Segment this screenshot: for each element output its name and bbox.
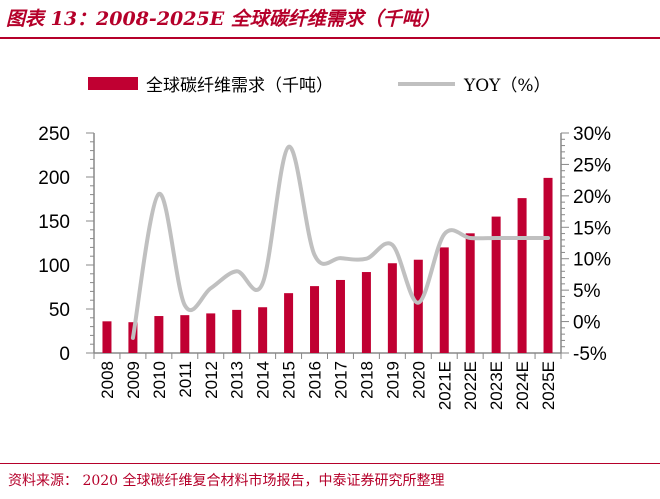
- bar: [387, 263, 397, 353]
- left-tick-label: 200: [38, 168, 70, 189]
- x-tick-label: 2014: [254, 361, 273, 399]
- source-divider: [0, 463, 660, 464]
- bar: [335, 279, 345, 353]
- right-tick-label: 0%: [573, 313, 601, 334]
- left-tick-label: 250: [38, 124, 70, 145]
- bar: [361, 272, 371, 353]
- bar: [232, 309, 242, 353]
- x-tick-label: 2008: [98, 361, 117, 399]
- x-tick-label: 2010: [150, 361, 169, 399]
- bar: [258, 307, 268, 353]
- title-divider: [0, 37, 660, 39]
- x-tick-label: 2016: [306, 361, 325, 399]
- bar: [491, 216, 501, 353]
- right-tick-label: 25%: [573, 155, 611, 176]
- x-tick-label: 2022E: [461, 361, 480, 410]
- right-tick-label: 15%: [573, 218, 611, 239]
- legend-bar-swatch: [88, 77, 138, 90]
- right-tick-label: -5%: [573, 344, 607, 365]
- x-tick-label: 2024E: [513, 361, 532, 410]
- source-note: 资料来源： 2020 全球碳纤维复合材料市场报告，中泰证券研究所整理: [8, 473, 445, 489]
- bar: [102, 321, 112, 353]
- x-tick-label: 2025E: [539, 361, 558, 410]
- x-tick-label: 2015: [280, 361, 299, 399]
- x-tick-label: 2020: [409, 361, 428, 399]
- left-tick-label: 50: [49, 300, 70, 321]
- left-tick-label: 0: [59, 344, 70, 365]
- bar: [310, 286, 320, 353]
- bar: [284, 293, 294, 353]
- x-tick-label: 2017: [331, 361, 350, 399]
- x-tick-label: 2023E: [487, 361, 506, 410]
- bar: [543, 177, 553, 353]
- bar: [206, 313, 216, 353]
- left-tick-label: 150: [38, 212, 70, 233]
- bar: [439, 247, 449, 353]
- right-tick-label: 10%: [573, 250, 611, 271]
- bar: [517, 198, 527, 353]
- figure-title: 图表 13：2008-2025E 全球碳纤维需求（千吨）: [6, 8, 440, 30]
- x-tick-label: 2018: [357, 361, 376, 399]
- right-tick-label: 5%: [573, 281, 601, 302]
- bar: [465, 233, 475, 353]
- right-tick-label: 20%: [573, 187, 611, 208]
- x-tick-label: 2011: [176, 361, 195, 398]
- yoy-line: [130, 144, 551, 340]
- legend-line-label: YOY（%）: [463, 76, 551, 96]
- left-tick-label: 100: [38, 256, 70, 277]
- x-tick-label: 2012: [202, 361, 221, 399]
- x-tick-label: 2013: [228, 361, 247, 399]
- legend-bar-label: 全球碳纤维需求（千吨）: [146, 76, 333, 96]
- bar: [413, 259, 423, 353]
- x-tick-label: 2019: [383, 361, 402, 399]
- right-tick-label: 30%: [573, 124, 611, 145]
- x-tick-label: 2009: [124, 361, 143, 399]
- x-tick-label: 2021E: [435, 361, 454, 410]
- bar: [180, 315, 190, 353]
- bar: [154, 316, 164, 353]
